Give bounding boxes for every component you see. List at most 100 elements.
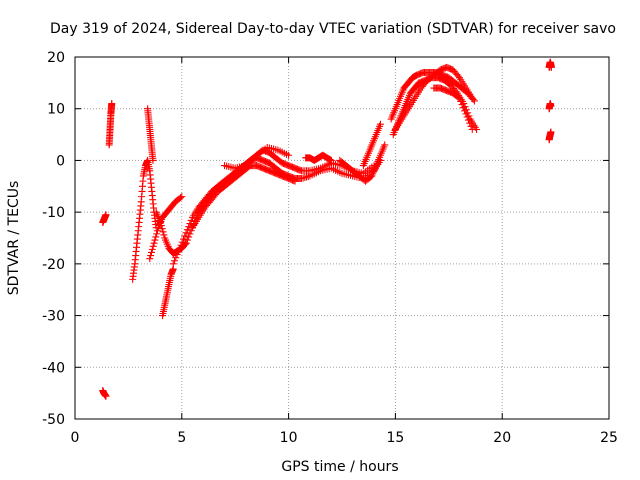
data-point <box>148 245 156 253</box>
plot-frame <box>74 56 610 420</box>
y-tick-label: -10 <box>42 205 65 221</box>
data-point <box>149 156 157 164</box>
y-tick-label: -30 <box>42 309 65 325</box>
data-point <box>159 228 167 236</box>
data-point <box>181 232 189 240</box>
data-point <box>454 93 462 101</box>
data-point <box>150 239 158 247</box>
data-point <box>291 177 299 185</box>
series-c <box>105 100 116 149</box>
y-tick-label: -50 <box>42 412 65 428</box>
y-tick-label: 10 <box>47 102 65 118</box>
data-point <box>187 227 195 235</box>
data-point <box>151 236 159 244</box>
data-point <box>468 94 476 102</box>
series-d <box>129 156 160 283</box>
data-point <box>147 248 155 256</box>
data-point <box>185 223 193 231</box>
y-tick-label: 20 <box>47 50 65 66</box>
series-t <box>545 58 555 71</box>
series-r <box>391 63 476 133</box>
data-point <box>153 230 161 238</box>
data-point <box>152 233 160 241</box>
x-tick-label: 15 <box>386 430 404 446</box>
data-point <box>547 102 555 110</box>
series-f <box>146 193 186 263</box>
data-point <box>183 226 191 234</box>
data-point <box>177 194 185 202</box>
data-point <box>466 119 474 127</box>
series-l <box>221 144 293 172</box>
series-a <box>99 211 110 226</box>
series-n <box>336 141 389 185</box>
x-tick-label: 10 <box>280 430 298 446</box>
data-point <box>176 244 184 252</box>
data-point <box>185 233 193 241</box>
x-tick-label: 20 <box>493 430 511 446</box>
data-point <box>149 242 157 250</box>
data-point <box>454 72 462 80</box>
data-point <box>173 251 181 259</box>
data-point <box>160 231 168 239</box>
data-point <box>177 241 185 249</box>
data-point <box>174 247 182 255</box>
data-point <box>102 392 110 400</box>
series-s <box>430 84 476 133</box>
data-point <box>468 125 476 133</box>
data-point <box>547 63 555 71</box>
series-k <box>182 162 299 247</box>
chart-title: Day 319 of 2024, Sidereal Day-to-day VTE… <box>50 21 616 37</box>
series-b <box>99 387 110 400</box>
data-points <box>99 58 555 400</box>
data-point <box>102 211 110 219</box>
series-e <box>144 105 157 164</box>
series-u <box>545 100 555 113</box>
series-v <box>545 128 555 144</box>
x-axis-label: GPS time / hours <box>281 459 398 475</box>
data-point <box>285 151 293 159</box>
data-point <box>180 235 188 243</box>
data-point <box>146 255 154 263</box>
data-point <box>376 120 384 128</box>
data-point <box>459 104 467 112</box>
data-point <box>457 97 465 105</box>
axis-ticks: 0 5 10 15 20 25 20 10 0 -10 -20 -30 -40 -50 <box>42 50 618 446</box>
data-point <box>183 236 191 244</box>
data-point <box>147 252 155 260</box>
data-point <box>158 225 166 233</box>
y-tick-label: -20 <box>42 257 65 273</box>
data-point <box>157 222 165 230</box>
series-g <box>159 265 177 320</box>
data-point <box>172 254 180 262</box>
data-point <box>455 94 463 102</box>
data-point <box>178 238 186 246</box>
data-point <box>169 260 177 268</box>
x-tick-label: 0 <box>71 430 80 446</box>
data-point <box>156 218 164 226</box>
data-point <box>182 239 190 247</box>
data-point <box>187 216 195 224</box>
data-point <box>108 100 116 108</box>
data-point <box>467 122 475 130</box>
data-point <box>547 128 555 136</box>
data-point <box>327 156 335 164</box>
series-o <box>359 120 384 170</box>
data-point <box>153 227 161 235</box>
x-tick-label: 5 <box>177 430 186 446</box>
y-tick-label: -40 <box>42 360 65 376</box>
y-axis-label: SDTVAR / TECUs <box>6 181 22 296</box>
data-point <box>463 113 471 121</box>
series-m <box>302 151 335 164</box>
y-tick-label: 0 <box>56 153 65 169</box>
data-point <box>182 229 190 237</box>
x-tick-label: 25 <box>600 430 618 446</box>
data-point <box>178 193 186 201</box>
grid <box>75 57 609 419</box>
data-point <box>464 116 472 124</box>
data-point <box>171 257 179 265</box>
data-point <box>186 230 194 238</box>
data-point <box>381 141 389 149</box>
data-point <box>458 101 466 109</box>
